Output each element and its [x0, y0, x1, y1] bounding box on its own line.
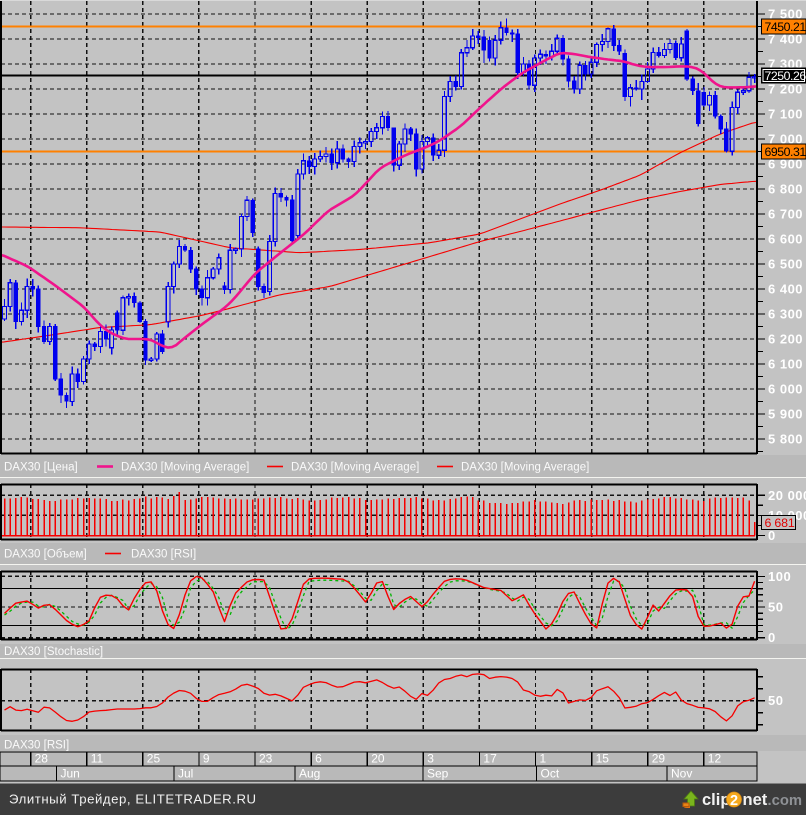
svg-text:DAX30 [RSI]: DAX30 [RSI] [4, 740, 69, 752]
svg-text:6 681: 6 681 [765, 516, 795, 530]
svg-text:Aug: Aug [299, 767, 320, 781]
svg-text:23: 23 [259, 752, 273, 766]
svg-text:DAX30 [Stochastic]: DAX30 [Stochastic] [4, 646, 103, 658]
svg-text:7450.21: 7450.21 [765, 20, 806, 34]
svg-text:7 100: 7 100 [768, 107, 803, 122]
svg-text:5 900: 5 900 [768, 407, 803, 422]
svg-text:6 500: 6 500 [768, 257, 803, 272]
svg-text:50: 50 [768, 693, 783, 708]
svg-text:6950.31: 6950.31 [765, 145, 806, 159]
svg-text:20 000: 20 000 [768, 488, 806, 503]
svg-text:29: 29 [652, 752, 666, 766]
svg-text:6 800: 6 800 [768, 182, 803, 197]
svg-text:Jun: Jun [61, 767, 80, 781]
svg-text:6: 6 [315, 752, 322, 766]
svg-text:DAX30 [RSI]: DAX30 [RSI] [131, 549, 196, 561]
svg-text:6 100: 6 100 [768, 357, 803, 372]
svg-text:DAX30 [Moving Average]: DAX30 [Moving Average] [291, 462, 419, 474]
svg-text:clip: clip [702, 791, 730, 809]
svg-text:3: 3 [427, 752, 434, 766]
svg-text:7 400: 7 400 [768, 32, 803, 47]
svg-text:50: 50 [768, 600, 783, 615]
svg-text:Sep: Sep [427, 767, 449, 781]
svg-text:DAX30 [Объем]: DAX30 [Объем] [4, 549, 87, 561]
svg-text:6 300: 6 300 [768, 307, 803, 322]
svg-text:6 600: 6 600 [768, 232, 803, 247]
svg-text:Nov: Nov [671, 767, 692, 781]
svg-text:DAX30 [Цена]: DAX30 [Цена] [4, 462, 78, 474]
svg-text:1: 1 [540, 752, 547, 766]
svg-text:12: 12 [708, 752, 722, 766]
svg-text:DAX30 [Moving Average]: DAX30 [Moving Average] [121, 462, 249, 474]
svg-text:9: 9 [203, 752, 210, 766]
svg-text:17: 17 [483, 752, 497, 766]
svg-text:7 200: 7 200 [768, 82, 803, 97]
svg-text:25: 25 [147, 752, 161, 766]
svg-text:Oct: Oct [541, 767, 560, 781]
svg-text:15: 15 [596, 752, 610, 766]
svg-text:6 400: 6 400 [768, 282, 803, 297]
svg-text:net: net [743, 791, 768, 809]
svg-text:Jul: Jul [178, 767, 193, 781]
svg-text:20: 20 [371, 752, 385, 766]
svg-text:7250.26: 7250.26 [765, 69, 806, 83]
svg-text:6 000: 6 000 [768, 382, 803, 397]
svg-text:.com: .com [768, 793, 803, 809]
svg-text:6 900: 6 900 [768, 157, 803, 172]
svg-text:5 800: 5 800 [768, 432, 803, 447]
svg-text:DAX30 [Moving Average]: DAX30 [Moving Average] [461, 462, 589, 474]
svg-text:6 200: 6 200 [768, 332, 803, 347]
svg-text:11: 11 [91, 752, 104, 766]
svg-text:6 700: 6 700 [768, 207, 803, 222]
svg-text:7 500: 7 500 [768, 7, 803, 22]
svg-text:Элитный Трейдер, ELITETRADER.R: Элитный Трейдер, ELITETRADER.RU [9, 792, 257, 807]
svg-text:28: 28 [35, 752, 49, 766]
svg-text:7 000: 7 000 [768, 132, 803, 147]
svg-text:0: 0 [768, 630, 776, 645]
svg-text:2: 2 [730, 793, 738, 809]
svg-text:0: 0 [768, 528, 776, 543]
svg-text:100: 100 [768, 569, 791, 584]
